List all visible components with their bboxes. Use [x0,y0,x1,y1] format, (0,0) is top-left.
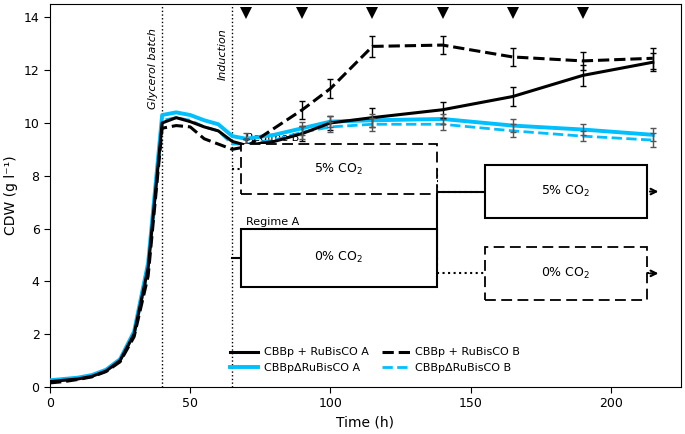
Bar [484,247,647,300]
Bar [240,144,437,194]
Text: Regime B: Regime B [247,133,299,143]
Text: Glycerol batch: Glycerol batch [148,28,158,109]
Y-axis label: CDW (g l⁻¹): CDW (g l⁻¹) [4,156,18,235]
Bar [484,165,647,218]
Text: Regime A: Regime A [247,217,299,227]
Text: Induction: Induction [218,28,228,80]
Text: 5% CO$_2$: 5% CO$_2$ [314,161,363,177]
Text: 0% CO$_2$: 0% CO$_2$ [541,266,590,281]
Text: 0% CO$_2$: 0% CO$_2$ [314,250,363,265]
Legend: CBBp + RuBisCO A, CBBpΔRuBisCO A, CBBp + RuBisCO B, CBBpΔRuBisCO B: CBBp + RuBisCO A, CBBpΔRuBisCO A, CBBp +… [226,343,525,378]
Bar [240,229,437,286]
X-axis label: Time (h): Time (h) [336,416,395,430]
Text: 5% CO$_2$: 5% CO$_2$ [541,184,590,199]
